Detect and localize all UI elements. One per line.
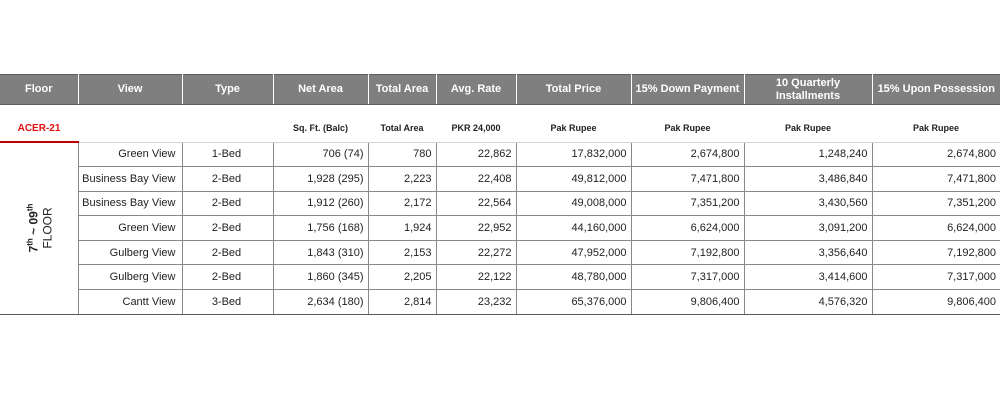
cell-quarterly: 1,248,240 <box>744 142 873 168</box>
cell-total-area: 2,205 <box>368 264 437 291</box>
cell-type: 2-Bed <box>182 240 274 266</box>
cell-down-payment: 7,471,800 <box>631 166 745 192</box>
unit-rate: PKR 24,000 <box>436 115 516 143</box>
cell-net-area: 1,928 (295) <box>273 166 369 192</box>
cell-total-price: 48,780,000 <box>516 264 632 291</box>
cell-view: Gulberg View <box>78 240 183 266</box>
cell-type: 2-Bed <box>182 215 274 241</box>
cell-total-price: 49,812,000 <box>516 166 632 192</box>
cell-total-price: 47,952,000 <box>516 240 632 266</box>
cell-avg-rate: 23,232 <box>436 289 517 315</box>
cell-down-payment: 2,674,800 <box>631 142 745 168</box>
col-header-possession: 15% Upon Possession <box>872 74 1000 105</box>
col-header-floor: Floor <box>0 74 79 105</box>
cell-view: Cantt View <box>78 289 183 315</box>
cell-net-area: 1,756 (168) <box>273 215 369 241</box>
floor-cell: 7th ~ 09th FLOOR <box>0 142 79 315</box>
col-header-total-price: Total Price <box>516 74 632 105</box>
cell-avg-rate: 22,272 <box>436 240 517 266</box>
table-row: Gulberg View 2-Bed 1,860 (345) 2,205 22,… <box>0 264 1000 291</box>
cell-total-area: 2,172 <box>368 191 437 217</box>
cell-possession: 7,471,800 <box>872 166 1000 192</box>
col-header-down-payment: 15% Down Payment <box>631 74 745 105</box>
cell-total-area: 780 <box>368 142 437 168</box>
cell-quarterly: 3,356,640 <box>744 240 873 266</box>
cell-net-area: 1,912 (260) <box>273 191 369 217</box>
cell-total-area: 2,153 <box>368 240 437 266</box>
cell-type: 3-Bed <box>182 289 274 315</box>
table-row: Gulberg View 2-Bed 1,843 (310) 2,153 22,… <box>0 240 1000 266</box>
cell-quarterly: 4,576,320 <box>744 289 873 315</box>
unit-possession: Pak Rupee <box>872 115 1000 143</box>
cell-type: 2-Bed <box>182 166 274 192</box>
sub-header: ACER-21 Sq. Ft. (Balc) Total Area PKR 24… <box>0 105 1000 143</box>
cell-total-price: 49,008,000 <box>516 191 632 217</box>
col-header-avg-rate: Avg. Rate <box>436 74 517 105</box>
cell-avg-rate: 22,122 <box>436 264 517 291</box>
cell-quarterly: 3,430,560 <box>744 191 873 217</box>
cell-net-area: 706 (74) <box>273 142 369 168</box>
cell-view: Green View <box>78 215 183 241</box>
cell-total-price: 65,376,000 <box>516 289 632 315</box>
unit-total-price: Pak Rupee <box>516 115 631 143</box>
table-header: Floor View Type Net Area Total Area Avg.… <box>0 74 1000 105</box>
cell-total-price: 44,160,000 <box>516 215 632 241</box>
col-header-type: Type <box>182 74 274 105</box>
table-row: Business Bay View 2-Bed 1,928 (295) 2,22… <box>0 166 1000 192</box>
cell-total-area: 1,924 <box>368 215 437 241</box>
cell-down-payment: 7,351,200 <box>631 191 745 217</box>
cell-quarterly: 3,486,840 <box>744 166 873 192</box>
price-table-container: Floor View Type Net Area Total Area Avg.… <box>0 74 1000 315</box>
table-row: 7th ~ 09th FLOOR Green View 1-Bed 706 (74… <box>0 142 1000 315</box>
floor-range: 7th ~ 09th <box>25 203 41 253</box>
cell-avg-rate: 22,862 <box>436 142 517 168</box>
cell-avg-rate: 22,408 <box>436 166 517 192</box>
cell-possession: 7,351,200 <box>872 191 1000 217</box>
cell-down-payment: 7,317,000 <box>631 264 745 291</box>
cell-view: Business Bay View <box>78 191 183 217</box>
cell-type: 2-Bed <box>182 191 274 217</box>
cell-possession: 7,192,800 <box>872 240 1000 266</box>
cell-type: 2-Bed <box>182 264 274 291</box>
cell-avg-rate: 22,564 <box>436 191 517 217</box>
unit-down-payment: Pak Rupee <box>631 115 744 143</box>
cell-net-area: 1,843 (310) <box>273 240 369 266</box>
cell-down-payment: 7,192,800 <box>631 240 745 266</box>
cell-down-payment: 6,624,000 <box>631 215 745 241</box>
cell-total-price: 17,832,000 <box>516 142 632 168</box>
cell-avg-rate: 22,952 <box>436 215 517 241</box>
col-header-total-area: Total Area <box>368 74 437 105</box>
cell-possession: 7,317,000 <box>872 264 1000 291</box>
col-header-view: View <box>78 74 183 105</box>
table-row: Business Bay View 2-Bed 1,912 (260) 2,17… <box>0 191 1000 217</box>
cell-total-area: 2,223 <box>368 166 437 192</box>
table-row: Cantt View 3-Bed 2,634 (180) 2,814 23,23… <box>0 289 1000 315</box>
price-table: Floor View Type Net Area Total Area Avg.… <box>0 74 1000 315</box>
cell-total-area: 2,814 <box>368 289 437 315</box>
cell-view: Green View <box>78 142 183 168</box>
unit-total-area: Total Area <box>368 115 436 143</box>
cell-type: 1-Bed <box>182 142 274 168</box>
unit-quarterly: Pak Rupee <box>744 115 872 143</box>
cell-net-area: 2,634 (180) <box>273 289 369 315</box>
table-row: Green View 2-Bed 1,756 (168) 1,924 22,95… <box>0 215 1000 241</box>
floor-label: 7th ~ 09th FLOOR <box>23 204 54 253</box>
cell-view: Gulberg View <box>78 264 183 291</box>
table-body: 7th ~ 09th FLOOR Green View 1-Bed 706 (74… <box>0 142 1000 315</box>
floor-word: FLOOR <box>40 207 55 249</box>
project-code: ACER-21 <box>0 115 78 143</box>
cell-net-area: 1,860 (345) <box>273 264 369 291</box>
cell-quarterly: 3,091,200 <box>744 215 873 241</box>
col-header-net-area: Net Area <box>273 74 369 105</box>
cell-quarterly: 3,414,600 <box>744 264 873 291</box>
col-header-quarterly: 10 Quarterly Installments <box>744 74 873 105</box>
unit-net-area: Sq. Ft. (Balc) <box>273 115 368 143</box>
cell-view: Business Bay View <box>78 166 183 192</box>
cell-possession: 9,806,400 <box>872 289 1000 315</box>
cell-down-payment: 9,806,400 <box>631 289 745 315</box>
cell-possession: 2,674,800 <box>872 142 1000 168</box>
cell-possession: 6,624,000 <box>872 215 1000 241</box>
